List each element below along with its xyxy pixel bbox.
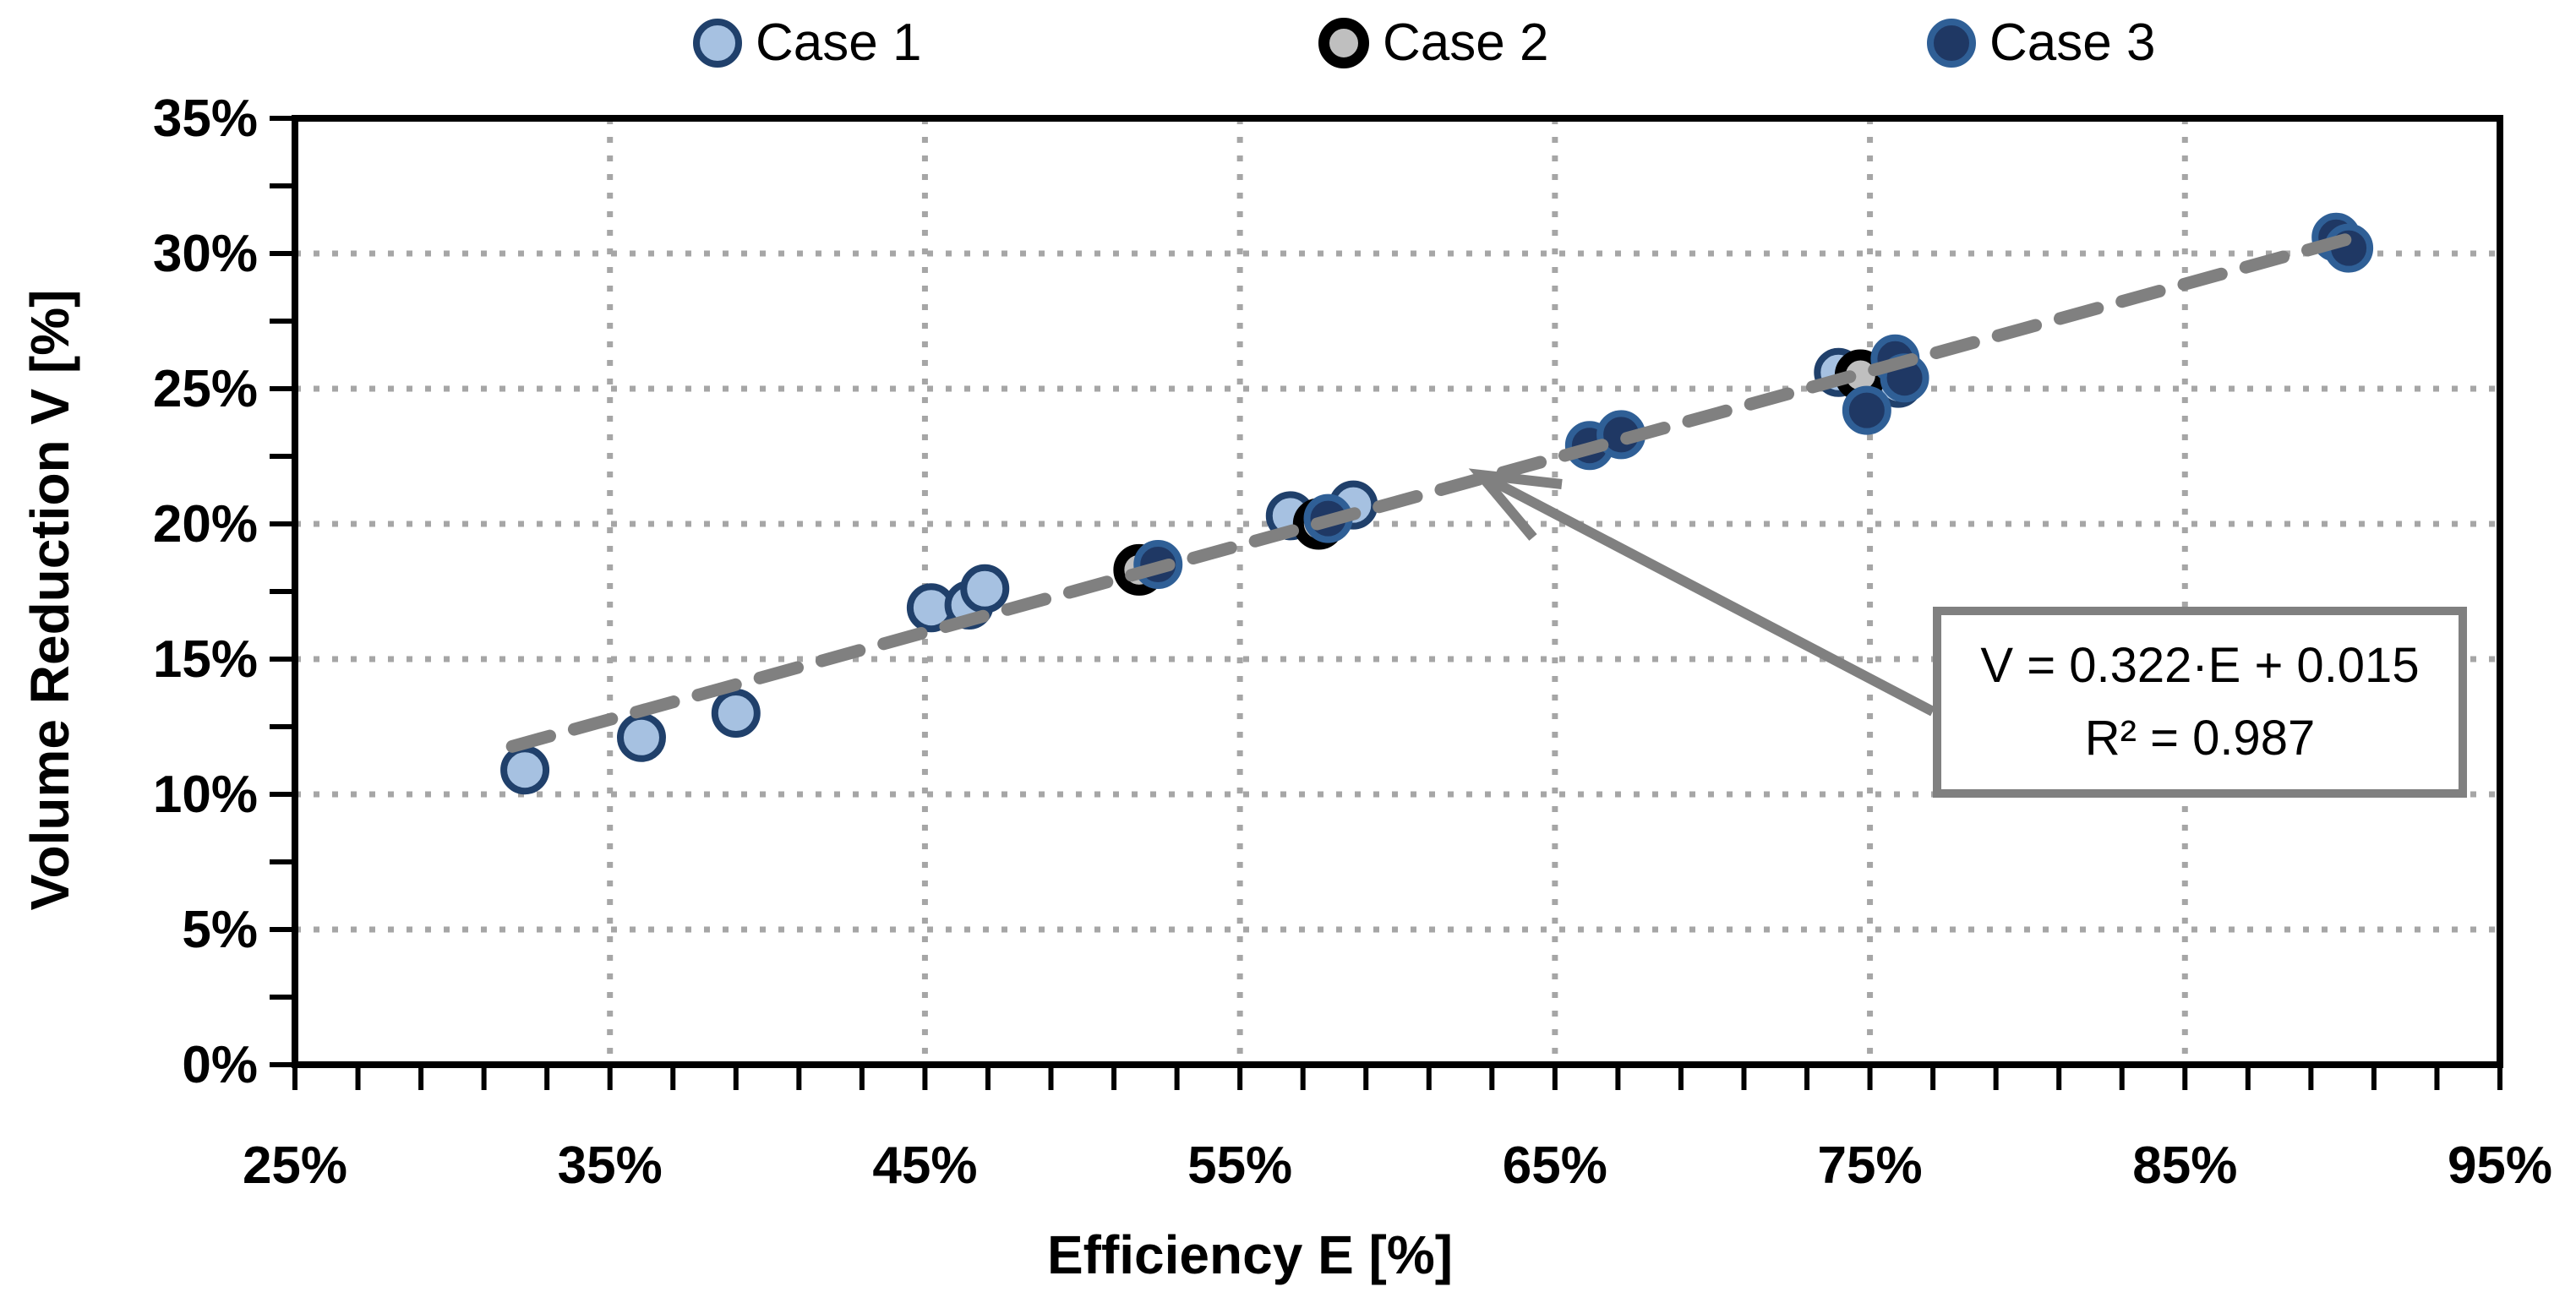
legend-item-case-2[interactable]: Case 2 [1318,14,1548,73]
y-tick-label: 15% [153,630,258,689]
legend-item-case-3[interactable]: Case 3 [1927,14,2155,73]
x-tick-label: 25% [243,1137,347,1195]
y-tick-label: 35% [153,90,258,148]
legend-item-case-1[interactable]: Case 1 [693,14,921,73]
trendline[interactable] [505,228,2368,753]
y-tick-label: 10% [153,766,258,824]
trendline-r2-text: R² = 0.987 [2084,711,2316,766]
x-tick-label: 45% [872,1137,977,1195]
data-point-case-1[interactable] [960,564,1010,613]
x-tick-label: 85% [2132,1137,2237,1195]
legend-swatch-case-3-icon [1927,19,1976,68]
annotation-arrowhead-icon [1468,468,1563,541]
plot-border [292,115,2503,1068]
legend-swatch-case-2-icon [1318,18,1369,68]
x-tick-label: 65% [1503,1137,1607,1195]
x-axis-title: Efficiency E [%] [1046,1224,1454,1285]
data-point-case-1[interactable] [500,745,550,795]
y-tick-label: 30% [153,225,258,283]
data-point-case-1[interactable] [711,689,761,738]
y-tick-label: 5% [182,901,258,959]
legend-swatch-case-1-icon [693,19,742,68]
data-point-case-3[interactable] [1842,385,1891,435]
y-axis-title: Volume Reduction V [%] [19,289,80,911]
trendline-equation-text: V = 0.322·E + 0.015 [1980,638,2420,693]
x-tick-label: 75% [1818,1137,1923,1195]
trendline-equation-box[interactable]: V = 0.322·E + 0.015 R² = 0.987 [1933,607,2467,798]
legend-label-case-1: Case 1 [756,14,922,72]
legend-label-case-3: Case 3 [1989,14,2156,72]
y-tick-label: 25% [153,360,258,418]
data-point-case-1[interactable] [616,712,666,762]
x-tick-label: 35% [558,1137,663,1195]
annotation-arrow [1478,470,1935,717]
y-tick-label: 0% [182,1036,258,1094]
legend-label-case-2: Case 2 [1383,14,1549,72]
x-tick-label: 55% [1187,1137,1292,1195]
x-tick-label: 95% [2448,1137,2552,1195]
y-tick-label: 20% [153,495,258,553]
